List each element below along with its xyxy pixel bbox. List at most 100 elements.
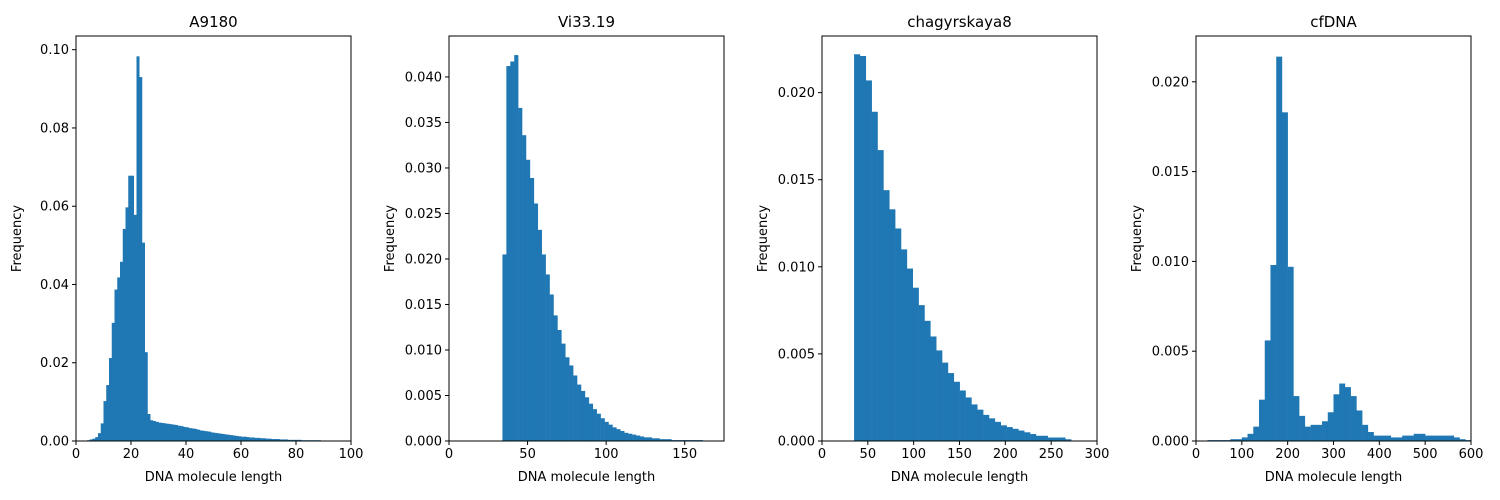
histogram-bar <box>1333 394 1340 441</box>
histogram-bar <box>1339 383 1346 441</box>
histogram-bar <box>577 384 582 441</box>
histogram-bar <box>98 433 101 441</box>
chart-title: A9180 <box>189 13 237 31</box>
histogram-bar <box>205 431 209 441</box>
histogram-bar <box>1430 435 1437 441</box>
histogram-bar <box>172 424 176 441</box>
histogram-bar <box>150 420 154 441</box>
histogram-bar <box>1442 435 1449 441</box>
histogram-bar <box>1367 432 1374 441</box>
histogram-bar <box>636 435 641 441</box>
histogram-bar <box>219 433 222 441</box>
histogram-bar <box>871 111 878 442</box>
x-tick-label: 100 <box>901 447 926 462</box>
histogram-bar <box>155 421 159 441</box>
histogram-bar <box>144 352 148 441</box>
histogram-bar <box>1327 412 1334 441</box>
histogram-bar <box>133 214 137 441</box>
histogram-bar <box>541 254 546 441</box>
histogram-bar <box>565 357 570 441</box>
histogram-bar <box>1247 433 1254 441</box>
histogram-bar <box>526 159 531 441</box>
histogram-bar <box>1344 387 1351 441</box>
histogram-bar <box>1356 410 1363 441</box>
y-tick-label: 0.035 <box>405 116 442 131</box>
y-tick-label: 0.000 <box>1152 435 1189 450</box>
histogram-bar <box>877 150 884 441</box>
histogram-bar <box>202 430 206 441</box>
histogram-bar <box>533 203 539 441</box>
x-tick-label: 250 <box>1039 447 1064 462</box>
histogram-bar <box>1436 435 1443 441</box>
histogram-bar <box>596 413 601 441</box>
histogram-bar <box>639 436 645 441</box>
histogram-bar <box>232 435 236 441</box>
histogram-bar <box>271 439 275 441</box>
histogram-bar <box>1396 437 1403 441</box>
histogram-bars <box>502 55 704 442</box>
histogram-bar <box>581 390 586 441</box>
histogram-bar <box>1065 439 1072 441</box>
histogram-bar <box>257 437 261 441</box>
histogram-bar <box>158 422 162 441</box>
histogram-bar <box>936 350 943 441</box>
subplot-1: 0 20 40 60 80 100 0.00 0.02 0.04 0.06 0.08 0.10 A918… <box>10 13 363 485</box>
y-tick-label: 0.020 <box>778 86 815 101</box>
axes-frame <box>1195 35 1472 442</box>
y-tick-label: 0.000 <box>778 435 815 450</box>
histogram-bar <box>942 362 949 441</box>
x-tick-label: 50 <box>860 447 877 462</box>
x-axis-label: DNA molecule length <box>891 470 1029 485</box>
histogram-bar <box>918 305 925 441</box>
histogram-bar <box>136 56 140 441</box>
y-tick-label: 0.020 <box>405 252 442 267</box>
histogram-bar <box>254 437 258 441</box>
y-tick-label: 0.06 <box>40 200 69 215</box>
histogram-bar <box>153 421 156 441</box>
x-tick-label: 200 <box>1275 447 1300 462</box>
histogram-bar <box>169 424 173 441</box>
histogram-bar <box>1293 396 1300 441</box>
histogram-bar <box>1459 439 1466 441</box>
histogram-bar <box>1012 428 1019 441</box>
histogram-bar <box>1236 439 1243 441</box>
histogram-bar <box>506 66 511 441</box>
histogram-bar <box>604 421 609 441</box>
y-tick-label: 0.02 <box>40 356 69 371</box>
histogram-bar <box>549 294 554 441</box>
histogram-bar <box>191 428 195 441</box>
histogram-bar <box>1006 427 1013 441</box>
histogram-bar <box>186 427 189 441</box>
histogram-bar <box>1453 437 1460 441</box>
histogram-bar <box>1299 415 1306 441</box>
histogram-bar <box>632 434 637 441</box>
histogram-bar <box>1035 435 1043 441</box>
histogram-bar <box>1322 421 1329 441</box>
histogram-bar <box>1350 396 1357 441</box>
histogram-bar <box>243 436 247 441</box>
histogram-bar <box>600 418 605 441</box>
y-axis-label: Frequency <box>10 205 25 272</box>
y-tick-label: 0.010 <box>778 260 815 275</box>
y-tick-label: 0.000 <box>405 435 442 450</box>
histogram-bar <box>592 409 597 441</box>
subplot-2: 0 50 100 150 0.000 0.005 0.010 0.015 0.020 0.025 0… <box>383 13 725 485</box>
histogram-bar <box>208 431 211 441</box>
x-tick-label: 100 <box>1229 447 1254 462</box>
histogram-bar <box>1419 433 1426 441</box>
histogram-bar <box>260 438 264 441</box>
y-axis-label: Frequency <box>756 205 771 272</box>
histogram-bar <box>1047 437 1054 441</box>
y-tick-label: 0.00 <box>40 435 69 450</box>
y-tick-label: 0.040 <box>405 70 442 85</box>
histogram-bar <box>620 430 625 441</box>
histogram-bar <box>216 433 220 441</box>
histogram-bar <box>663 439 668 441</box>
histogram-bar <box>1407 435 1414 441</box>
y-tick-label: 0.005 <box>778 347 815 362</box>
histogram-bars <box>87 56 346 441</box>
y-tick-label: 0.015 <box>778 173 815 188</box>
histogram-bar <box>1448 435 1455 441</box>
histogram-bar <box>1316 424 1323 441</box>
